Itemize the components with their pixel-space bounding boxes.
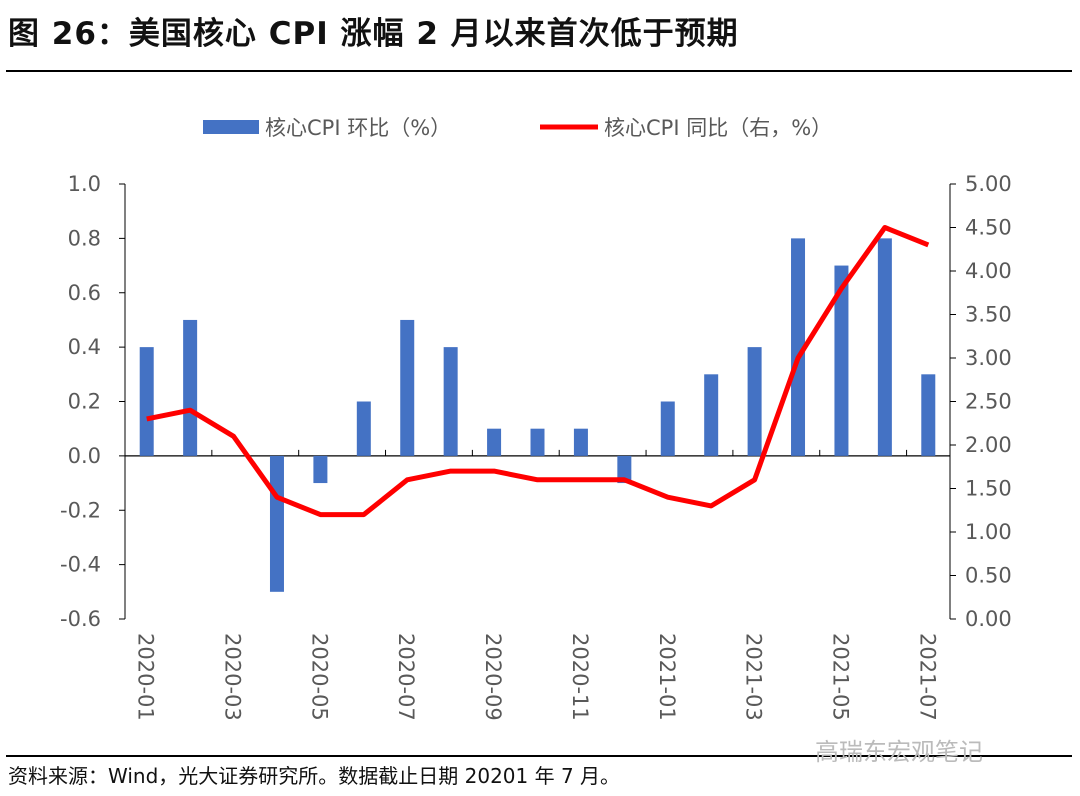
x-tick-label: 2020-07 [394, 633, 418, 721]
bar-mom [747, 347, 762, 456]
left-tick-label: 0.4 [68, 335, 101, 359]
right-tick-label: 0.50 [965, 564, 1012, 588]
bar-mom [356, 401, 371, 456]
x-tick-label: 2020-01 [134, 633, 158, 721]
bar-mom [877, 238, 892, 456]
x-tick-label: 2021-07 [915, 633, 939, 721]
x-tick-label: 2020-03 [221, 633, 245, 721]
line-yoy [146, 225, 930, 518]
x-tick-label: 2021-03 [742, 633, 766, 721]
bar-mom [791, 238, 806, 456]
right-tick-label: 3.00 [965, 346, 1012, 370]
right-tick-label: 3.50 [965, 303, 1012, 327]
right-tick-label: 4.50 [965, 216, 1012, 240]
left-tick-label: 0.8 [68, 226, 101, 250]
bar-mom [139, 347, 154, 456]
legend-label-line: 核心CPI 同比（右，%） [604, 116, 832, 140]
bar-mom [487, 428, 502, 456]
bottom-rule [6, 755, 1072, 757]
right-tick-label: 5.00 [965, 172, 1012, 196]
bar-mom [921, 374, 936, 456]
x-tick-label: 2020-11 [568, 633, 592, 721]
bar-mom [617, 455, 632, 484]
left-tick-label: -0.6 [60, 607, 101, 631]
x-tick-label: 2021-01 [655, 633, 679, 721]
left-tick-label: -0.4 [60, 553, 101, 577]
right-tick-label: 1.50 [965, 477, 1012, 501]
top-rule [6, 70, 1072, 72]
bar-mom [443, 347, 458, 456]
legend-label-bar: 核心CPI 环比（%） [265, 116, 451, 140]
legend-swatch-bar [203, 120, 259, 134]
source-note: 资料来源：Wind，光大证券研究所。数据截止日期 20201 年 7 月。 [8, 764, 621, 788]
bar-mom [530, 428, 545, 456]
watermark: 高瑞东宏观笔记 [815, 738, 983, 766]
x-tick-label: 2020-05 [307, 633, 331, 721]
right-tick-label: 2.50 [965, 390, 1012, 414]
left-tick-label: 0.2 [68, 390, 101, 414]
right-tick-label: 2.00 [965, 433, 1012, 457]
left-tick-label: 0.6 [68, 281, 101, 305]
bar-mom [834, 265, 849, 456]
right-tick-label: 0.00 [965, 607, 1012, 631]
bar-mom [660, 401, 675, 456]
left-tick-label: 0.0 [68, 444, 101, 468]
right-tick-label: 4.00 [965, 259, 1012, 283]
bar-mom [704, 374, 719, 456]
bar-mom [400, 319, 415, 456]
bar-mom [183, 319, 198, 456]
bar-mom [573, 428, 588, 456]
left-tick-label: -0.2 [60, 498, 101, 522]
right-tick-label: 1.00 [965, 520, 1012, 544]
bar-mom [269, 455, 284, 592]
left-tick-label: 1.0 [68, 172, 101, 196]
x-tick-label: 2021-05 [828, 633, 852, 721]
bar-mom [313, 455, 328, 484]
figure-title: 图 26：美国核心 CPI 涨幅 2 月以来首次低于预期 [8, 16, 739, 52]
x-tick-label: 2020-09 [481, 633, 505, 721]
